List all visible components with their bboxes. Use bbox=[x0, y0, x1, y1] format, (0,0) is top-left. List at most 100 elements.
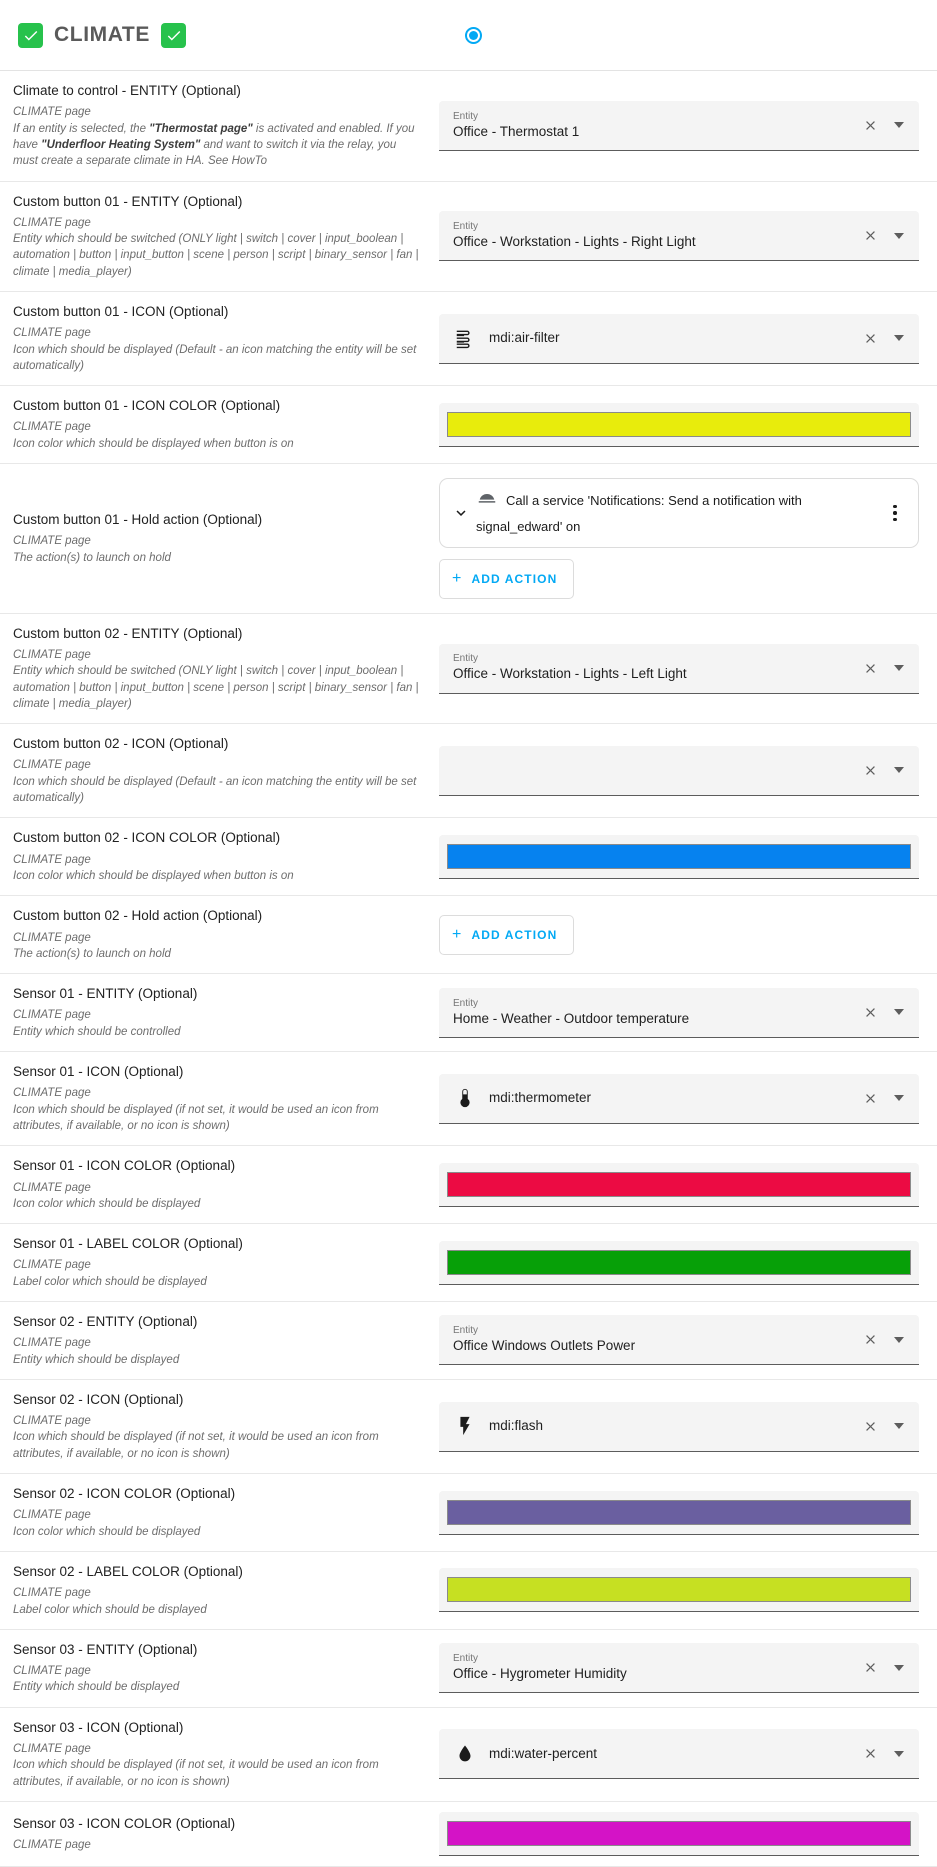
color-picker[interactable] bbox=[439, 1811, 919, 1856]
close-icon[interactable] bbox=[860, 226, 880, 246]
icon-picker[interactable]: mdi:flash bbox=[439, 1401, 919, 1452]
icon-picker[interactable]: mdi:thermometer bbox=[439, 1073, 919, 1124]
settings-row: Sensor 02 - LABEL COLOR (Optional) CLIMAT… bbox=[0, 1552, 937, 1630]
entity-picker[interactable]: Entity Home - Weather - Outdoor temperatu… bbox=[439, 987, 919, 1038]
air-filter-icon bbox=[453, 326, 477, 350]
row-description: CLIMATE page Entity which should be displ… bbox=[13, 1665, 180, 1694]
row-label-group: Sensor 02 - ENTITY (Optional) CLIMATE pag… bbox=[0, 1302, 435, 1379]
overflow-menu-icon[interactable] bbox=[884, 504, 906, 522]
color-picker[interactable] bbox=[439, 1568, 919, 1613]
row-description: CLIMATE page Icon color which should be d… bbox=[13, 1181, 201, 1210]
row-label-group: Custom button 02 - ENTITY (Optional) CLIM… bbox=[0, 614, 435, 724]
row-description: CLIMATE page Entity which should be switc… bbox=[13, 216, 419, 278]
entity-picker[interactable]: Entity Office - Workstation - Lights - Ri… bbox=[439, 211, 919, 262]
row-description: CLIMATE page If an entity is selected, th… bbox=[13, 106, 415, 168]
settings-row: Custom button 02 - ICON (Optional) CLIMAT… bbox=[0, 724, 937, 819]
chevron-down-icon[interactable] bbox=[889, 1744, 909, 1764]
chevron-down-icon[interactable] bbox=[889, 658, 909, 678]
settings-row: Custom button 01 - ICON (Optional) CLIMAT… bbox=[0, 292, 937, 387]
color-picker[interactable] bbox=[439, 402, 919, 447]
entity-picker[interactable]: Entity Office - Thermostat 1 bbox=[439, 100, 919, 151]
chevron-down-icon[interactable] bbox=[889, 760, 909, 780]
color-swatch[interactable] bbox=[447, 1499, 911, 1525]
close-icon[interactable] bbox=[860, 1744, 880, 1764]
caret-triangle bbox=[894, 232, 904, 239]
row-label-group: Sensor 03 - ICON (Optional) CLIMATE page I… bbox=[0, 1708, 435, 1801]
add-action-button[interactable]: + ADD ACTION bbox=[439, 558, 575, 599]
header-left-group: CLIMATE bbox=[18, 22, 438, 48]
row-field-group: Entity Home - Weather - Outdoor temperatu… bbox=[435, 974, 937, 1051]
chevron-down-icon[interactable] bbox=[889, 1416, 909, 1436]
settings-row: Climate to control - ENTITY (Optional) CL… bbox=[0, 71, 937, 182]
entity-picker-inner: Entity Home - Weather - Outdoor temperatu… bbox=[453, 998, 852, 1027]
row-title: Custom button 01 - ICON (Optional) bbox=[13, 304, 229, 320]
row-field-group: Entity Office Windows Outlets Power bbox=[435, 1302, 937, 1379]
close-icon[interactable] bbox=[860, 1658, 880, 1678]
settings-row: Custom button 01 - ICON COLOR (Optional)… bbox=[0, 386, 937, 465]
icon-picker-inner: mdi:thermometer bbox=[489, 1090, 852, 1106]
entity-picker[interactable]: Entity Office - Hygrometer Humidity bbox=[439, 1643, 919, 1694]
row-label-group: Climate to control - ENTITY (Optional) CL… bbox=[0, 71, 435, 181]
color-picker[interactable] bbox=[439, 1490, 919, 1535]
row-title: Sensor 02 - LABEL COLOR (Optional) bbox=[13, 1564, 243, 1579]
chevron-down-icon[interactable] bbox=[889, 1002, 909, 1022]
caret-triangle bbox=[894, 1095, 904, 1102]
color-swatch[interactable] bbox=[447, 1577, 911, 1603]
add-action-button[interactable]: + ADD ACTION bbox=[439, 914, 575, 955]
chevron-down-icon[interactable] bbox=[889, 115, 909, 135]
icon-value: mdi:air-filter bbox=[489, 330, 560, 346]
caret-triangle bbox=[894, 665, 904, 671]
entity-picker-inner: Entity Office - Workstation - Lights - Ri… bbox=[453, 221, 852, 250]
entity-picker[interactable]: Entity Office Windows Outlets Power bbox=[439, 1315, 919, 1366]
settings-row: Custom button 02 - ICON COLOR (Optional)… bbox=[0, 818, 937, 897]
close-icon[interactable] bbox=[860, 328, 880, 348]
close-icon[interactable] bbox=[860, 1330, 880, 1350]
page-header: CLIMATE bbox=[0, 0, 937, 71]
icon-picker[interactable] bbox=[439, 745, 919, 796]
settings-row: Custom button 01 - Hold action (Optional… bbox=[0, 464, 937, 614]
close-icon[interactable] bbox=[860, 1002, 880, 1022]
row-description: CLIMATE page Label color which should be … bbox=[13, 1259, 207, 1288]
settings-row: Sensor 03 - ICON COLOR (Optional) CLIMATE… bbox=[0, 1801, 937, 1867]
icon-value: mdi:thermometer bbox=[489, 1090, 592, 1106]
caret-triangle bbox=[894, 1423, 904, 1430]
chevron-down-icon[interactable] bbox=[889, 226, 909, 246]
color-swatch[interactable] bbox=[447, 1820, 911, 1846]
entity-float-label: Entity bbox=[453, 997, 479, 1009]
color-swatch[interactable] bbox=[447, 411, 911, 437]
color-swatch[interactable] bbox=[447, 843, 911, 869]
check-icon-right[interactable] bbox=[160, 22, 186, 48]
entity-picker[interactable]: Entity Office - Workstation - Lights - Le… bbox=[439, 643, 919, 694]
radio-selected-icon[interactable] bbox=[465, 26, 482, 44]
icon-picker-actions bbox=[852, 328, 909, 348]
close-icon[interactable] bbox=[860, 1416, 880, 1436]
chevron-down-icon[interactable] bbox=[889, 1658, 909, 1678]
chevron-down-icon[interactable] bbox=[889, 328, 909, 348]
settings-row: Sensor 01 - ICON (Optional) CLIMATE page I… bbox=[0, 1052, 937, 1147]
action-card[interactable]: Call a service 'Notifications: Send a no… bbox=[439, 478, 919, 548]
entity-picker-actions bbox=[852, 1658, 909, 1678]
color-picker[interactable] bbox=[439, 1240, 919, 1285]
check-icon-left[interactable] bbox=[18, 22, 43, 48]
row-field-group bbox=[435, 724, 937, 817]
row-title: Custom button 01 - ENTITY (Optional) bbox=[13, 193, 243, 209]
color-swatch[interactable] bbox=[447, 1249, 911, 1275]
chevron-down-icon[interactable] bbox=[889, 1088, 909, 1108]
chevron-down-icon[interactable] bbox=[889, 1330, 909, 1350]
icon-picker[interactable]: mdi:water-percent bbox=[439, 1729, 919, 1780]
row-description: CLIMATE page Icon which should be display… bbox=[13, 759, 417, 805]
close-icon[interactable] bbox=[860, 658, 880, 678]
color-picker[interactable] bbox=[439, 834, 919, 879]
action-list: + ADD ACTION bbox=[439, 911, 919, 959]
color-picker[interactable] bbox=[439, 1162, 919, 1207]
close-icon[interactable] bbox=[860, 115, 880, 135]
row-description: CLIMATE page Icon which should be display… bbox=[13, 1087, 379, 1132]
settings-row: Sensor 01 - ENTITY (Optional) CLIMATE pag… bbox=[0, 974, 937, 1053]
color-swatch[interactable] bbox=[447, 1171, 911, 1197]
chevron-down-icon[interactable] bbox=[448, 500, 474, 526]
close-icon[interactable] bbox=[860, 760, 880, 780]
icon-picker[interactable]: mdi:air-filter bbox=[439, 313, 919, 364]
entity-value: Office - Thermostat 1 bbox=[453, 123, 580, 139]
close-icon[interactable] bbox=[860, 1088, 880, 1108]
